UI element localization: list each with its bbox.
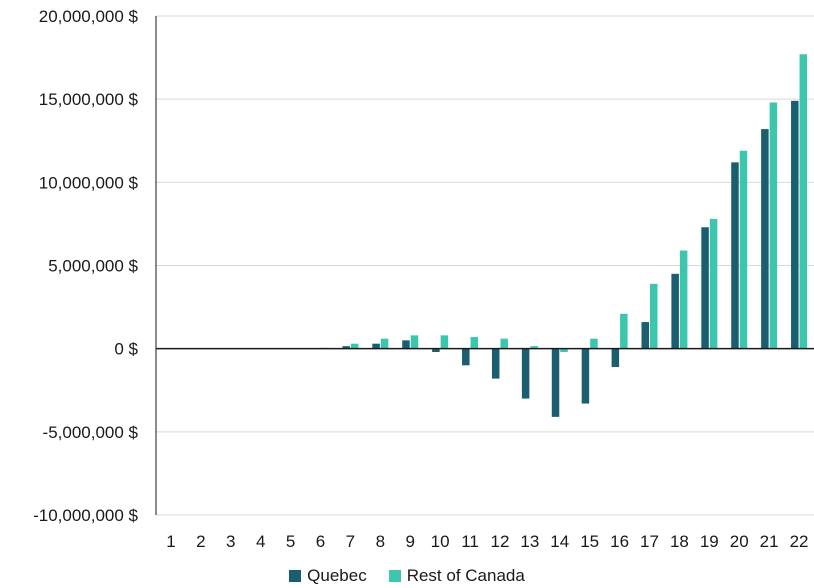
legend: Quebec Rest of Canada <box>0 564 814 588</box>
y-tick-label: 5,000,000 $ <box>48 257 138 276</box>
bars <box>321 54 808 417</box>
bar-quebec-9 <box>402 340 410 349</box>
x-tick-label: 8 <box>376 532 385 551</box>
bar-quebec-16 <box>611 348 620 367</box>
bar-rest-of-canada-9 <box>410 335 419 349</box>
x-tick-label: 4 <box>256 532 265 551</box>
bar-rest-of-canada-17 <box>650 283 658 349</box>
x-tick-label: 15 <box>580 532 599 551</box>
x-tick-label: 12 <box>490 532 509 551</box>
x-tick-label: 10 <box>431 532 450 551</box>
bar-rest-of-canada-11 <box>470 337 479 349</box>
y-axis-tick-labels: 20,000,000 $ 15,000,000 $ 10,000,000 $ 5,00… <box>33 7 138 525</box>
bar-rest-of-canada-14 <box>560 348 568 352</box>
bar-quebec-8 <box>372 343 380 349</box>
x-tick-label: 21 <box>760 532 779 551</box>
legend-label-rest-of-canada: Rest of Canada <box>406 566 525 585</box>
bar-quebec-14 <box>551 348 560 417</box>
legend-swatch-rest-of-canada <box>388 570 401 582</box>
y-tick-label: 15,000,000 $ <box>39 90 139 109</box>
y-tick-label: 10,000,000 $ <box>39 173 139 192</box>
bar-quebec-10 <box>432 348 440 352</box>
bar-quebec-19 <box>701 227 709 349</box>
legend-item-quebec: Quebec <box>289 566 367 586</box>
bar-quebec-20 <box>731 162 739 349</box>
x-tick-label: 17 <box>640 532 659 551</box>
x-tick-label: 11 <box>461 532 479 551</box>
bar-quebec-13 <box>521 348 530 399</box>
legend-label-quebec: Quebec <box>307 566 367 585</box>
bar-quebec-22 <box>791 100 799 349</box>
x-tick-label: 20 <box>730 532 749 551</box>
bar-quebec-17 <box>641 322 649 349</box>
x-tick-label: 22 <box>790 532 809 551</box>
x-tick-label: 3 <box>226 532 235 551</box>
legend-item-rest-of-canada: Rest of Canada <box>388 566 525 586</box>
bar-rest-of-canada-10 <box>440 335 449 349</box>
bar-rest-of-canada-16 <box>620 313 628 349</box>
bar-rest-of-canada-22 <box>799 54 808 349</box>
x-tick-label: 7 <box>346 532 355 551</box>
x-tick-label: 19 <box>700 532 719 551</box>
x-tick-label: 5 <box>286 532 295 551</box>
x-tick-label: 13 <box>520 532 539 551</box>
bar-rest-of-canada-8 <box>380 338 389 349</box>
x-tick-label: 16 <box>610 532 629 551</box>
bar-rest-of-canada-19 <box>709 218 718 349</box>
x-tick-label: 2 <box>196 532 205 551</box>
bar-rest-of-canada-20 <box>739 150 748 349</box>
x-tick-label: 18 <box>670 532 689 551</box>
bar-quebec-7 <box>342 346 350 349</box>
y-tick-label: 0 $ <box>114 340 138 359</box>
bar-chart: 20,000,000 $ 15,000,000 $ 10,000,000 $ 5,00… <box>33 7 814 551</box>
y-tick-label: -10,000,000 $ <box>33 506 138 525</box>
bar-quebec-11 <box>462 348 470 366</box>
x-tick-label: 1 <box>166 532 175 551</box>
bar-quebec-15 <box>581 348 590 404</box>
bar-rest-of-canada-18 <box>679 250 688 349</box>
bar-rest-of-canada-7 <box>350 343 359 349</box>
bar-quebec-18 <box>671 273 679 349</box>
legend-swatch-quebec <box>289 570 302 582</box>
bar-rest-of-canada-21 <box>769 102 778 349</box>
bar-rest-of-canada-12 <box>500 338 508 349</box>
x-axis-tick-labels: 1 2 3 4 5 6 7 8 9 10 11 12 13 14 15 16 17 18 19 20 21 22 <box>166 532 808 551</box>
x-tick-label: 14 <box>550 532 569 551</box>
bar-rest-of-canada-13 <box>530 346 538 349</box>
y-tick-label: 20,000,000 $ <box>39 7 139 26</box>
y-tick-label: -5,000,000 $ <box>43 423 139 442</box>
bar-quebec-12 <box>491 348 500 379</box>
bar-rest-of-canada-15 <box>590 338 598 349</box>
x-tick-label: 9 <box>405 532 414 551</box>
x-tick-label: 6 <box>316 532 325 551</box>
bar-quebec-21 <box>761 129 769 349</box>
